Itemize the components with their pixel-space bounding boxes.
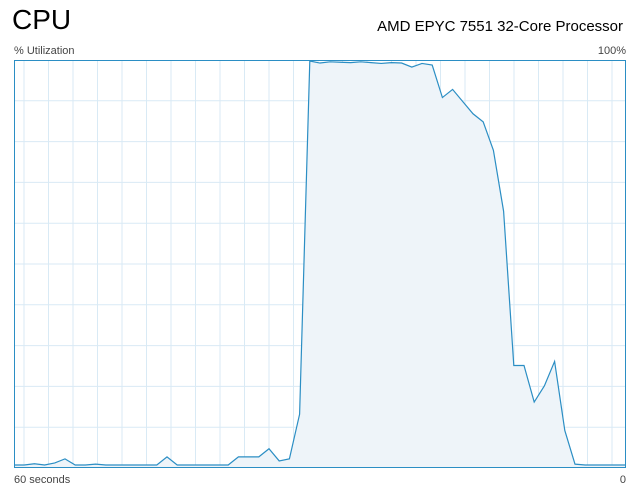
processor-name: AMD EPYC 7551 32-Core Processor — [377, 18, 623, 35]
utilization-area — [14, 61, 626, 468]
utilization-line — [14, 60, 626, 466]
graph-border — [14, 60, 626, 468]
x-axis-end-label: 0 — [619, 474, 626, 486]
x-axis-time-label: 60 seconds — [14, 474, 71, 486]
page-title: CPU — [12, 4, 72, 35]
cpu-utilization-graph — [14, 60, 626, 468]
y-axis-label: % Utilization — [14, 45, 75, 57]
y-axis-max-label: 100% — [597, 45, 626, 57]
